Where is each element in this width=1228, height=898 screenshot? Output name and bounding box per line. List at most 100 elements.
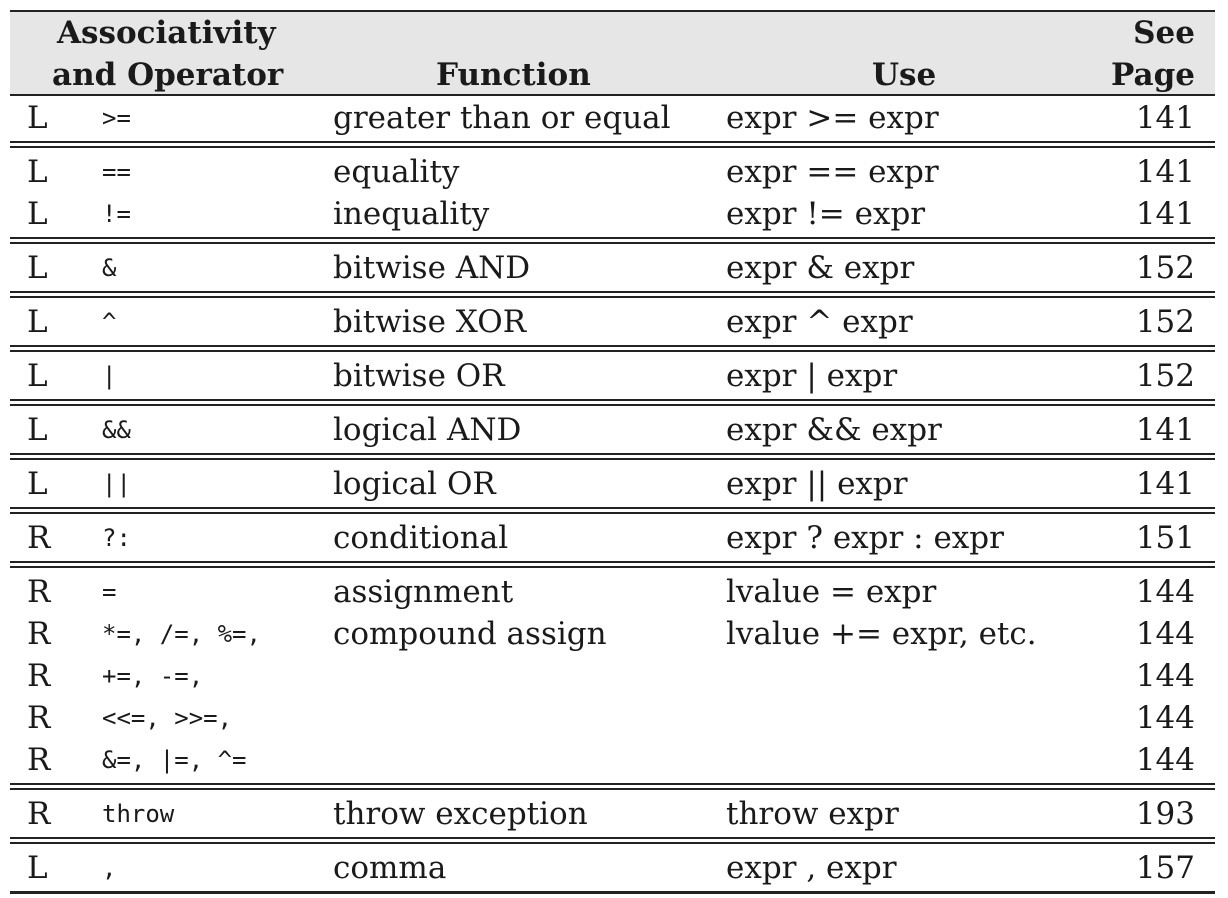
group-rule bbox=[10, 404, 1215, 406]
table-row: R *=, /=, %=, compound assign lvalue += exp… bbox=[10, 613, 1215, 655]
cell-use: expr | expr bbox=[726, 358, 898, 394]
cell-op: = bbox=[102, 578, 117, 606]
cell-page: 193 bbox=[1135, 796, 1195, 832]
cell-use: expr & expr bbox=[726, 250, 915, 286]
table-row: R &=, |=, ^= 144 bbox=[10, 739, 1215, 781]
cell-page: 144 bbox=[1135, 700, 1195, 736]
cell-page: 152 bbox=[1135, 304, 1195, 340]
cell-op: throw bbox=[102, 800, 175, 828]
cell-assoc: L bbox=[27, 412, 48, 448]
group-rule bbox=[10, 788, 1215, 790]
group-rule bbox=[10, 350, 1215, 352]
cell-use: throw expr bbox=[726, 796, 899, 832]
cell-fn: comma bbox=[333, 850, 447, 886]
group-rule bbox=[10, 842, 1215, 844]
group-rule bbox=[10, 146, 1215, 148]
table-row: L == equality expr == expr 141 bbox=[10, 151, 1215, 193]
cell-fn: bitwise AND bbox=[333, 250, 531, 286]
cell-fn: assignment bbox=[333, 574, 514, 610]
cell-page: 141 bbox=[1135, 196, 1195, 232]
cell-fn: bitwise XOR bbox=[333, 304, 527, 340]
cell-fn: logical AND bbox=[333, 412, 522, 448]
cell-op: , bbox=[102, 854, 117, 882]
cell-use: lvalue += expr, etc. bbox=[726, 616, 1037, 652]
header-function: Function bbox=[436, 57, 591, 93]
cell-assoc: L bbox=[27, 358, 48, 394]
table-bottom-rule bbox=[10, 891, 1215, 894]
cell-assoc: L bbox=[27, 196, 48, 232]
group-rule bbox=[10, 837, 1215, 839]
cell-assoc: L bbox=[27, 466, 48, 502]
cell-op: *=, /=, %=, bbox=[102, 620, 261, 648]
cell-op: & bbox=[102, 254, 117, 282]
cell-fn: logical OR bbox=[333, 466, 496, 502]
cell-page: 141 bbox=[1135, 100, 1195, 136]
cell-fn: greater than or equal bbox=[333, 100, 671, 136]
cell-assoc: L bbox=[27, 154, 48, 190]
table-row: L, comma expr , expr 157 bbox=[10, 847, 1215, 889]
cell-assoc: R bbox=[27, 520, 51, 556]
cell-assoc: R bbox=[27, 658, 51, 694]
group-rule bbox=[10, 345, 1215, 347]
cell-page: 151 bbox=[1135, 520, 1195, 556]
cell-assoc: L bbox=[27, 250, 48, 286]
header-page-line2: Page bbox=[1111, 57, 1195, 93]
cell-page: 144 bbox=[1135, 616, 1195, 652]
cell-use: expr == expr bbox=[726, 154, 939, 190]
cell-op: +=, -=, bbox=[102, 662, 204, 690]
table-row: R +=, -=, 144 bbox=[10, 655, 1215, 697]
cell-op: <<=, >>=, bbox=[102, 704, 233, 732]
cell-op: == bbox=[102, 158, 131, 186]
cell-fn: throw exception bbox=[333, 796, 588, 832]
group-rule bbox=[10, 291, 1215, 293]
header-assoc-line2: and Operator bbox=[52, 57, 284, 93]
cell-page: 144 bbox=[1135, 658, 1195, 694]
cell-use: expr ^ expr bbox=[726, 304, 913, 340]
cell-assoc: L bbox=[27, 304, 48, 340]
cell-assoc: R bbox=[27, 574, 51, 610]
cell-assoc: R bbox=[27, 742, 51, 778]
header-use: Use bbox=[872, 57, 937, 93]
group-rule bbox=[10, 453, 1215, 455]
table-row: L >= greater than or equal expr >= expr 141 bbox=[10, 97, 1215, 139]
cell-op: ?: bbox=[102, 524, 131, 552]
table-row: L & bitwise AND expr & expr 152 bbox=[10, 247, 1215, 289]
group-rule bbox=[10, 399, 1215, 401]
cell-page: 152 bbox=[1135, 250, 1195, 286]
header-rule bbox=[10, 94, 1215, 96]
cell-op: | bbox=[102, 362, 117, 390]
cell-page: 141 bbox=[1135, 154, 1195, 190]
cell-page: 144 bbox=[1135, 742, 1195, 778]
cell-use: expr ? expr : expr bbox=[726, 520, 1004, 556]
group-rule bbox=[10, 141, 1215, 143]
cell-fn: inequality bbox=[333, 196, 490, 232]
cell-op: && bbox=[102, 416, 131, 444]
group-rule bbox=[10, 783, 1215, 785]
table-row: L | bitwise OR expr | expr 152 bbox=[10, 355, 1215, 397]
header-assoc-line1: Associativity bbox=[57, 15, 276, 51]
table-row: R?: conditional expr ? expr : expr 151 bbox=[10, 517, 1215, 559]
table-row: R = assignment lvalue = expr 144 bbox=[10, 571, 1215, 613]
cell-use: expr && expr bbox=[726, 412, 942, 448]
cell-fn: bitwise OR bbox=[333, 358, 505, 394]
cell-op: ^ bbox=[102, 308, 117, 336]
cell-fn: equality bbox=[333, 154, 460, 190]
cell-use: expr || expr bbox=[726, 466, 908, 502]
cell-page: 144 bbox=[1135, 574, 1195, 610]
cell-fn: conditional bbox=[333, 520, 509, 556]
group-rule bbox=[10, 512, 1215, 514]
cell-use: expr != expr bbox=[726, 196, 926, 232]
table-row: L ^ bitwise XOR expr ^ expr 152 bbox=[10, 301, 1215, 343]
cell-assoc: R bbox=[27, 616, 51, 652]
cell-assoc: R bbox=[27, 700, 51, 736]
table-row: R <<=, >>=, 144 bbox=[10, 697, 1215, 739]
group-rule bbox=[10, 237, 1215, 239]
table-header: Associativity and Operator Function Use … bbox=[10, 10, 1215, 96]
cell-assoc: L bbox=[27, 850, 48, 886]
cell-fn: compound assign bbox=[333, 616, 607, 652]
cell-op: != bbox=[102, 200, 131, 228]
group-rule bbox=[10, 296, 1215, 298]
group-rule bbox=[10, 561, 1215, 563]
cell-use: expr , expr bbox=[726, 850, 897, 886]
